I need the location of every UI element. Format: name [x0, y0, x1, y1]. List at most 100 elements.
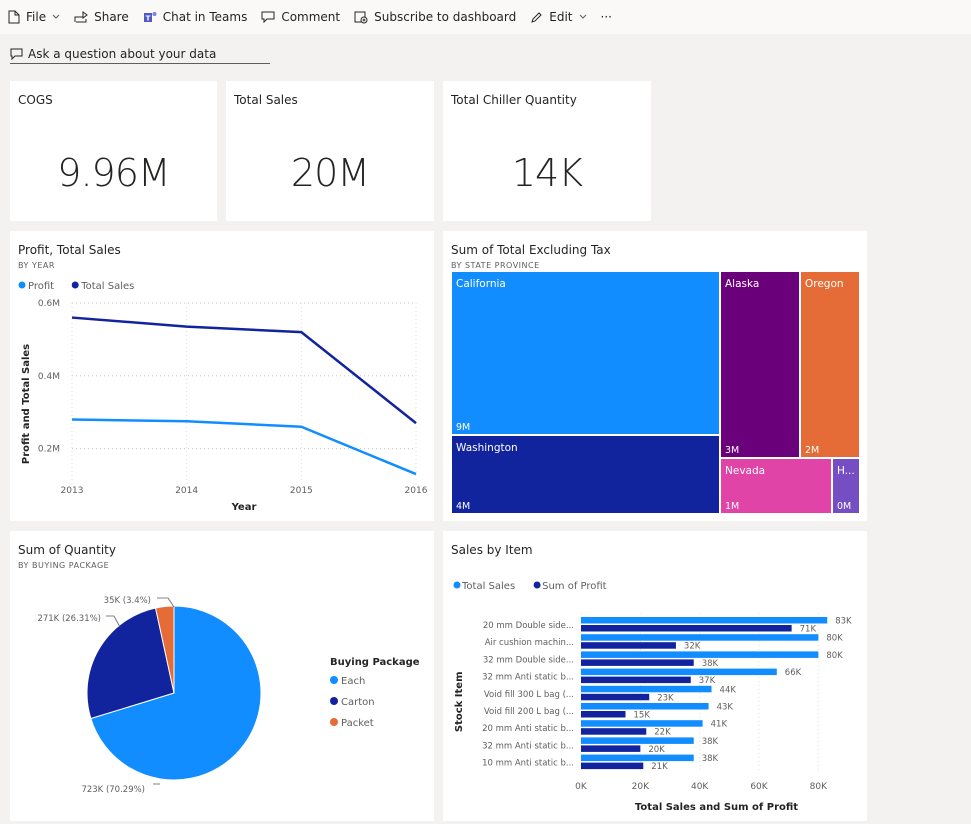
file-menu[interactable]: File: [8, 10, 60, 24]
bar-data-label: 38K: [702, 659, 719, 669]
tile-title: Sum of Quantity: [18, 543, 116, 557]
edit-menu[interactable]: Edit: [530, 10, 586, 24]
kpi-value: 9.96M: [57, 151, 170, 195]
treemap-chart: California 9M Washington 4M Alaska 3M Oregon 2M…: [452, 272, 859, 513]
bar-sum-of-profit: [581, 625, 792, 632]
share-button[interactable]: Share: [74, 10, 129, 24]
chevron-down-icon: [579, 14, 586, 19]
bar-total-sales: [581, 720, 703, 727]
category-label: 20 mm Double side...: [483, 621, 574, 631]
legend-label: Total Sales: [461, 581, 515, 592]
qa-input[interactable]: Ask a question about your data: [10, 44, 270, 64]
treemap-cell-h: [833, 459, 859, 513]
x-tick-label: 0K: [575, 782, 588, 792]
legend-label: Sum of Profit: [542, 581, 607, 592]
bar-chart: Total Sales Sum of Profit 0K 20K 40K 60K 80K To…: [453, 581, 852, 813]
treemap-value: 2M: [805, 445, 819, 456]
x-tick-label: 2015: [290, 486, 313, 496]
share-icon: [74, 11, 88, 23]
category-label: 32 mm Anti static b...: [482, 673, 574, 683]
bar-data-label: 43K: [717, 703, 734, 713]
more-options-button[interactable]: ···: [601, 10, 612, 24]
bar-sum-of-profit: [581, 642, 676, 649]
bar-sum-of-profit: [581, 711, 626, 718]
treemap-cell-california: [452, 272, 719, 434]
action-bar: File Share T Chat in Teams Comment Subsc…: [0, 0, 971, 34]
tile-title: Sales by Item: [451, 543, 533, 557]
treemap-value: 9M: [456, 422, 470, 433]
legend-label: Total Sales: [80, 281, 134, 292]
line-chart-tile[interactable]: Profit, Total Sales BY YEAR Profit Total …: [10, 231, 434, 521]
x-tick-label: 80K: [810, 782, 828, 792]
y-axis-title: Stock Item: [454, 671, 465, 732]
chat-in-teams-button[interactable]: T Chat in Teams: [143, 10, 247, 24]
pie-chart-tile[interactable]: Sum of Quantity BY BUYING PACKAGE 723K (…: [10, 531, 434, 821]
legend-marker: [533, 581, 541, 589]
teams-icon: T: [143, 11, 157, 22]
treemap-value: 4M: [456, 501, 470, 512]
legend-title: Buying Package: [330, 657, 420, 668]
bar-data-label: 38K: [702, 737, 719, 747]
legend-label: Profit: [28, 281, 54, 292]
more-label: ···: [600, 10, 612, 24]
pie-data-label: 271K (26.31%): [37, 614, 101, 624]
legend-marker: [330, 697, 338, 705]
bar-data-label: 83K: [835, 617, 852, 627]
series-line-profit: [71, 418, 417, 476]
share-label: Share: [94, 10, 129, 24]
tile-title: Profit, Total Sales: [18, 243, 121, 257]
bar-chart-tile[interactable]: Sales by Item Total Sales Sum of Profit 0K…: [443, 531, 867, 821]
leader-line: [106, 615, 121, 628]
category-label: Air cushion machin...: [485, 638, 574, 648]
y-axis-title: Profit and Total Sales: [21, 344, 32, 464]
treemap-tile[interactable]: Sum of Total Excluding Tax BY STATE PROV…: [443, 231, 867, 521]
svg-text:T: T: [145, 14, 150, 22]
bar-data-label: 23K: [657, 693, 674, 703]
edit-label: Edit: [549, 10, 573, 24]
leader-line: [157, 597, 175, 608]
subscribe-label: Subscribe to dashboard: [374, 10, 517, 24]
bar-data-label: 41K: [711, 720, 728, 730]
x-tick-label: 20K: [632, 782, 650, 792]
subscribe-button[interactable]: Subscribe to dashboard: [354, 10, 516, 24]
bar-data-label: 37K: [699, 676, 716, 686]
category-label: 32 mm Double side...: [483, 655, 574, 665]
treemap-cell-alaska: [721, 272, 799, 457]
tile-title: Sum of Total Excluding Tax: [451, 243, 611, 257]
tile-subtitle: BY BUYING PACKAGE: [18, 561, 110, 570]
subscribe-icon: [354, 11, 368, 24]
kpi-tile-chiller-quantity[interactable]: Total Chiller Quantity 14K: [443, 81, 651, 221]
bar-total-sales: [581, 634, 819, 641]
kpi-tile-total-sales[interactable]: Total Sales 20M: [226, 81, 434, 221]
comment-icon: [261, 11, 275, 23]
kpi-tile-cogs[interactable]: COGS 9.96M: [10, 81, 217, 221]
tile-title: Total Chiller Quantity: [451, 93, 577, 107]
comment-button[interactable]: Comment: [261, 10, 340, 24]
pie-slice-each: [90, 605, 262, 781]
bar-sum-of-profit: [581, 676, 691, 684]
bar-sum-of-profit: [581, 659, 694, 666]
pie-data-label: 35K (3.4%): [104, 596, 151, 606]
bar-total-sales: [581, 754, 694, 762]
bar-data-label: 80K: [826, 651, 843, 661]
pie-slice-packet: [154, 605, 175, 694]
bar-sum-of-profit: [581, 745, 641, 752]
category-label: 32 mm Anti static b...: [482, 741, 574, 751]
y-tick-label: 0.2M: [38, 445, 60, 455]
bar-total-sales: [581, 617, 828, 624]
bar-sum-of-profit: [581, 728, 647, 735]
tile-title: Total Sales: [234, 93, 298, 107]
treemap-value: 0M: [837, 501, 851, 512]
bar-data-label: 38K: [702, 754, 719, 764]
legend-label: Each: [341, 676, 365, 687]
bar-data-label: 71K: [800, 625, 817, 635]
tile-subtitle: BY STATE PROVINCE: [451, 261, 540, 270]
category-label: 20 mm Anti static b...: [482, 724, 574, 734]
legend-marker: [330, 718, 338, 726]
legend-label: Packet: [341, 718, 374, 729]
bar-data-label: 80K: [826, 634, 843, 644]
x-axis-title: Total Sales and Sum of Profit: [635, 802, 798, 813]
file-icon: [8, 10, 20, 24]
pie-slice-carton: [86, 607, 175, 720]
bar-total-sales: [581, 703, 709, 710]
